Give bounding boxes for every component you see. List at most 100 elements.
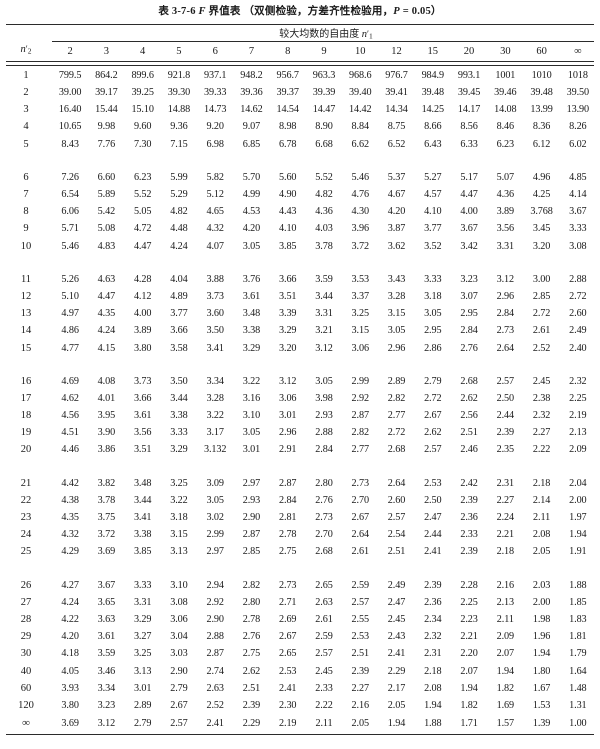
table-row: 8 6.06 5.42 5.05 4.82 4.65 4.53 4.43 4.36 4.30 4.2…: [0, 206, 600, 223]
table-cell: 2.60: [387, 494, 406, 506]
table-cell: 39.17: [95, 87, 118, 99]
row-cells: 6.06 5.42 5.05 4.82 4.65 4.53 4.43 4.36 4.30 4.20…: [52, 206, 600, 217]
table-cell: 2.78: [279, 529, 297, 541]
table-cell: 7.15: [170, 138, 188, 150]
row-cells: 5.71 5.08 4.72 4.48 4.32 4.20 4.10 4.03 3.96 3.87…: [52, 223, 600, 234]
table-cell: 2.84: [460, 325, 478, 337]
table-cell: 2.22: [315, 699, 333, 711]
column-header-cell: 9: [321, 45, 327, 57]
table-cell: 3.03: [170, 648, 188, 660]
row-cells: 4.35 3.75 3.41 3.18 3.02 2.90 2.81 2.73 2.67 2.57…: [52, 512, 600, 523]
table-cell: 2.64: [351, 529, 370, 541]
table-cell: 4.62: [61, 392, 79, 404]
table-cell: 39.45: [457, 87, 481, 99]
table-cell: 3.65: [97, 596, 116, 608]
table-cell: 4.28: [133, 273, 152, 285]
table-cell: 3.67: [569, 206, 587, 218]
table-cell: 3.41: [133, 512, 152, 523]
table-cell: 5.12: [206, 189, 224, 200]
row-group-gap: [0, 462, 600, 478]
stub-header-symbol: n′2: [20, 44, 32, 56]
table-row: 2 39.00 39.17 39.25 39.30 39.33 39.36 39.37 39.3…: [0, 87, 600, 104]
table-cell: 5.60: [279, 171, 297, 183]
table-cell: 3.38: [133, 529, 152, 541]
table-cell: 2.53: [351, 631, 370, 643]
table-cell: 2.67: [351, 512, 370, 523]
table-cell: 3.50: [206, 325, 224, 337]
table-cell: 4.35: [61, 512, 79, 523]
table-cell: 2.11: [315, 718, 333, 730]
table-row: 1 799.5 864.2 899.6 921.8 937.1 948.2 956.7 963.…: [0, 70, 600, 87]
table-cell: 39.25: [131, 87, 154, 99]
row-cells: 4.27 3.67 3.33 3.10 2.94 2.82 2.73 2.65 2.59 2.49…: [52, 580, 600, 591]
table-cell: 2.21: [460, 631, 478, 643]
table-cell: 2.67: [424, 410, 442, 422]
table-cell: 3.53: [351, 273, 370, 285]
table-cell: 2.71: [279, 596, 297, 608]
table-cell: 4.76: [351, 189, 370, 200]
table-cell: 3.01: [242, 444, 261, 456]
table-cell: 8.43: [61, 138, 79, 150]
table-cell: 7.76: [97, 138, 116, 150]
table-cell: 9.07: [242, 121, 261, 133]
column-header-cell: 20: [463, 45, 475, 57]
table-cell: 4.29: [61, 546, 79, 558]
table-cell: 4.99: [242, 189, 261, 200]
table-cell: 2.57: [351, 596, 370, 608]
table-cell: 2.50: [424, 494, 442, 506]
table-cell: 5.29: [170, 189, 188, 200]
row-label: 6: [23, 171, 29, 183]
table-row: 13 4.97 4.35 4.00 3.77 3.60 3.48 3.39 3.31 3.25 3.…: [0, 308, 600, 325]
table-cell: 3.05: [242, 427, 261, 439]
row-label: 17: [20, 392, 32, 404]
table-cell: 1.91: [569, 546, 587, 558]
table-cell: 2.39: [460, 494, 478, 506]
table-cell: 4.14: [569, 189, 587, 200]
table-row: 25 4.29 3.69 3.85 3.13 2.97 2.85 2.75 2.68 2.61 2.…: [0, 546, 600, 563]
table-cell: 3.85: [279, 240, 297, 252]
row-label: 19: [20, 427, 32, 439]
table-cell: 3.04: [170, 631, 188, 643]
column-header-cell: 10: [355, 45, 366, 57]
row-label: 7: [23, 189, 29, 200]
table-cell: 2.00: [569, 494, 587, 506]
table-cell: 2.39: [424, 579, 442, 591]
table-cell: 3.16: [242, 392, 261, 404]
table-cell: 2.73: [351, 477, 370, 489]
table-cell: 2.34: [424, 613, 442, 625]
table-cell: 2.92: [351, 392, 370, 404]
table-cell: 4.97: [61, 308, 79, 320]
row-cells: 4.42 3.82 3.48 3.25 3.09 2.97 2.87 2.80 2.73 2.64…: [52, 478, 600, 489]
table-cell: 15.10: [131, 104, 154, 116]
table-cell: 2.90: [242, 512, 261, 523]
row-label: 16: [20, 375, 32, 387]
table-cell: 2.55: [351, 613, 370, 625]
table-cell: 8.56: [460, 121, 478, 133]
table-cell: 39.33: [203, 87, 227, 99]
table-cell: 3.29: [279, 325, 297, 337]
row-cells: 4.86 4.24 3.89 3.66 3.50 3.38 3.29 3.21 3.15 3.05…: [52, 325, 600, 336]
table-cell: 3.45: [532, 223, 551, 235]
column-header-cell: 15: [427, 45, 439, 57]
table-cell: 3.42: [460, 240, 478, 252]
row-label: 60: [20, 682, 32, 694]
table-cell: 921.8: [167, 69, 191, 81]
table-cell: 3.05: [387, 325, 406, 337]
table-cell: 2.29: [387, 665, 406, 677]
stub-header-spacer: [0, 39, 52, 41]
column-header-cell: 4: [140, 45, 146, 57]
table-cell: 3.96: [351, 223, 370, 235]
table-cell: 4.85: [569, 171, 587, 183]
table-cell: 6.33: [460, 138, 478, 150]
table-cell: 2.68: [315, 546, 333, 558]
table-cell: 3.67: [460, 223, 478, 235]
table-cell: 3.87: [387, 223, 406, 235]
table-cell: 4.00: [460, 206, 478, 218]
table-cell: 3.132: [203, 444, 227, 456]
table-cell: 2.88: [315, 427, 333, 439]
table-cell: 4.86: [61, 325, 79, 337]
table-cell: 6.68: [315, 138, 333, 150]
table-cell: 3.58: [170, 342, 188, 354]
table-cell: 2.43: [387, 631, 406, 643]
table-cell: 2.31: [424, 648, 442, 660]
